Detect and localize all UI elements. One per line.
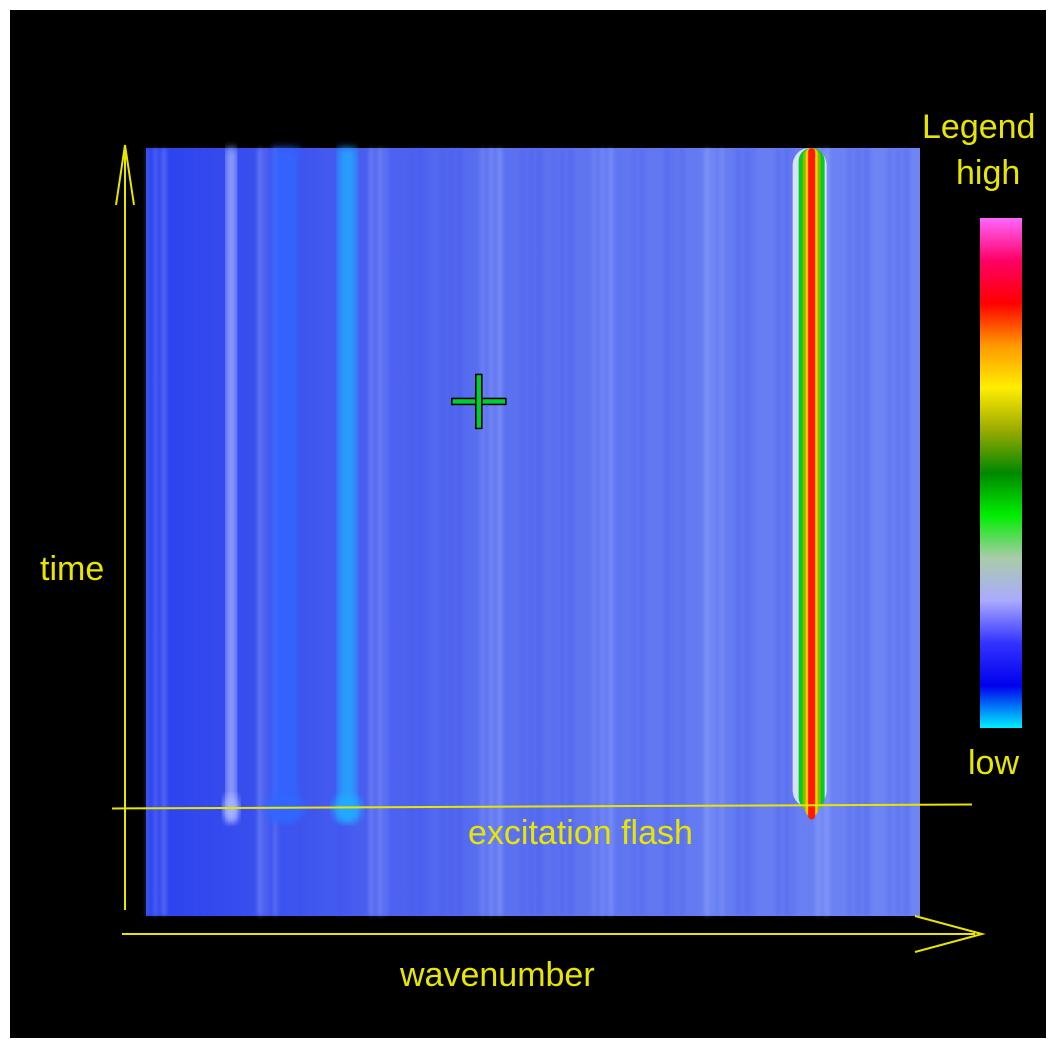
band-body <box>226 148 237 821</box>
texture-streak <box>497 148 503 916</box>
texture-streak <box>864 148 870 916</box>
texture-streak <box>536 148 542 916</box>
texture-streak <box>161 148 166 916</box>
texture-streak <box>241 148 246 916</box>
band-4 <box>792 148 827 820</box>
legend-title: Legend <box>922 108 1036 146</box>
texture-streak <box>824 148 830 916</box>
texture-streak <box>305 148 308 916</box>
texture-streak <box>185 148 188 916</box>
texture-streak <box>385 148 388 916</box>
texture-streak <box>568 148 573 916</box>
texture-streak <box>560 148 564 916</box>
texture-streak <box>441 148 445 916</box>
legend-low-label: low <box>968 744 1020 782</box>
texture-streak <box>776 148 781 916</box>
texture-streak <box>425 148 428 916</box>
band-origin <box>332 794 362 823</box>
texture-streak <box>153 148 157 916</box>
excitation-flash-line <box>111 803 973 810</box>
texture-streak <box>632 148 635 916</box>
texture-streak <box>752 148 755 916</box>
texture-streak <box>888 148 892 916</box>
annotation-excitation-flash: excitation flash <box>468 814 693 852</box>
y-axis-label: time <box>40 550 105 588</box>
texture-streak <box>896 148 901 916</box>
texture-streak <box>201 148 206 916</box>
texture-streak <box>736 148 741 916</box>
texture-streak <box>297 148 303 916</box>
band-3 <box>332 148 362 823</box>
band-body <box>272 148 299 821</box>
legend-color-scale <box>980 218 1022 728</box>
texture-streak <box>672 148 675 916</box>
texture-streak <box>257 148 263 916</box>
texture-streak <box>193 148 197 916</box>
texture-streak <box>377 148 383 916</box>
y-axis-arrow <box>115 144 135 206</box>
texture-streak <box>552 148 555 916</box>
texture-streak <box>417 148 423 916</box>
texture-streak <box>146 148 148 916</box>
texture-streak <box>704 148 710 916</box>
crosshair-v <box>475 373 483 430</box>
texture-streak <box>592 148 595 916</box>
texture-streak <box>856 148 861 916</box>
legend-high-label: high <box>956 154 1021 192</box>
x-axis-arrow <box>914 915 986 953</box>
band-body <box>338 148 357 821</box>
texture-streak <box>449 148 454 916</box>
texture-streak <box>608 148 613 916</box>
texture-streak <box>409 148 414 916</box>
texture-streak <box>664 148 670 916</box>
texture-streak <box>640 148 644 916</box>
chart-frame: time wavenumber excitation flash Legend … <box>10 10 1046 1038</box>
band-layer <box>808 148 816 820</box>
texture-streak <box>904 148 910 916</box>
texture-streak <box>680 148 684 916</box>
texture-streak <box>744 148 750 916</box>
x-axis-label: wavenumber <box>400 956 595 994</box>
band-2 <box>264 148 307 823</box>
heatmap-texture <box>146 148 910 916</box>
heatmap-chart <box>111 144 1022 953</box>
texture-streak <box>369 148 374 916</box>
texture-streak <box>265 148 268 916</box>
texture-streak <box>784 148 790 916</box>
texture-streak <box>848 148 852 916</box>
texture-streak <box>600 148 604 916</box>
texture-streak <box>489 148 494 916</box>
texture-streak <box>481 148 485 916</box>
texture-streak <box>529 148 534 916</box>
texture-streak <box>521 148 525 916</box>
texture-streak <box>720 148 724 916</box>
crosshair-icon <box>451 373 507 430</box>
texture-streak <box>712 148 715 916</box>
texture-streak <box>457 148 463 916</box>
texture-streak <box>313 148 317 916</box>
